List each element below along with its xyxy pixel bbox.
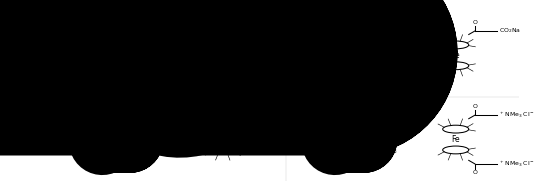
Text: (A): (A) [56,22,71,31]
Text: AlCl$_3$: AlCl$_3$ [135,37,157,49]
Text: H: H [111,146,116,151]
Text: O: O [472,170,477,175]
Text: O: O [165,22,170,27]
Text: 1): 1) [359,103,368,112]
Text: Fe: Fe [86,135,94,144]
Text: $^+$NMe$_3$ Cl$^-$: $^+$NMe$_3$ Cl$^-$ [499,110,535,120]
Text: O: O [240,86,244,91]
Text: 2) NMe$_3$: 2) NMe$_3$ [362,144,398,156]
Text: O: O [154,16,159,21]
Text: Fe: Fe [219,51,227,60]
Text: O: O [399,28,404,33]
Text: Fe: Fe [86,51,94,60]
Text: 2) NaOH: 2) NaOH [128,144,163,153]
Text: Fe: Fe [321,51,329,60]
Text: CO$_2$Na: CO$_2$Na [266,75,288,84]
Text: O: O [378,98,383,103]
Text: CO$_2$Na: CO$_2$Na [499,27,521,36]
Text: O: O [147,98,152,103]
Text: OMe: OMe [404,19,423,28]
Text: Fe: Fe [219,135,227,144]
Text: O: O [240,104,244,109]
Text: AlCl$_3$: AlCl$_3$ [135,124,157,136]
Text: 1): 1) [359,19,368,28]
Text: AlCl$_3$: AlCl$_3$ [369,124,391,136]
Text: O: O [378,14,383,19]
Text: O: O [164,98,169,103]
Text: Cl: Cl [405,103,414,112]
Text: 2) NaOH: 2) NaOH [362,57,398,66]
Text: H: H [111,128,116,133]
Text: (D): (D) [289,102,304,112]
Text: O: O [472,20,477,25]
Text: 2) NaOH: 2) NaOH [128,57,163,66]
Text: Cl: Cl [138,103,146,112]
Text: CO$_2$Na: CO$_2$Na [266,111,288,120]
Text: O: O [472,104,477,109]
Text: H: H [111,61,116,66]
Text: AlCl$_3$: AlCl$_3$ [369,37,391,49]
Text: OMe: OMe [169,103,188,112]
Text: $^+$NMe$_3$ Cl$^-$: $^+$NMe$_3$ Cl$^-$ [499,159,535,169]
Text: (C): (C) [289,22,303,31]
Text: Fe: Fe [451,135,460,144]
Text: Fe: Fe [451,51,460,60]
Text: 1): 1) [129,103,138,112]
Text: H: H [244,147,249,152]
Text: O: O [240,20,244,25]
Text: 1): 1) [147,22,156,31]
Text: O: O [143,22,148,27]
Text: H: H [346,128,351,133]
Text: Cl: Cl [368,19,376,28]
Text: Cl: Cl [368,103,376,112]
Text: Fe: Fe [321,135,329,144]
Text: H: H [346,44,351,49]
Text: H: H [111,44,116,49]
Text: (B): (B) [56,102,71,112]
Text: CO$_2$Na: CO$_2$Na [266,27,288,36]
